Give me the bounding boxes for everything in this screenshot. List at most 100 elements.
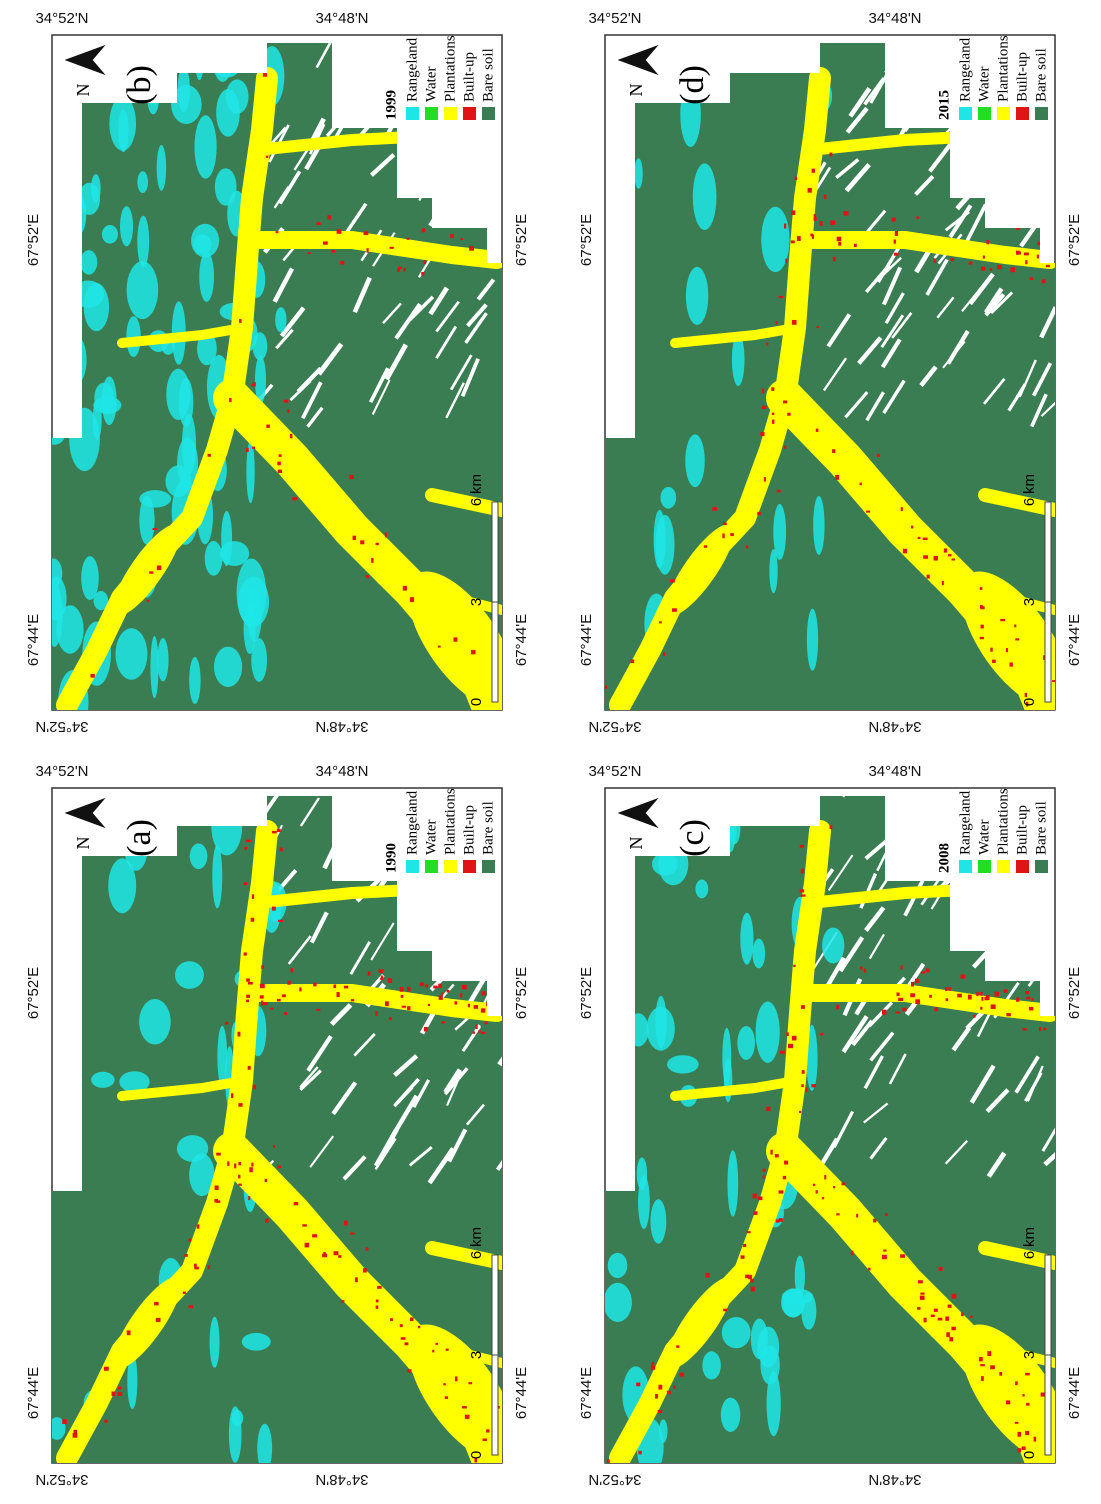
built-up-spot: [764, 477, 766, 481]
built-up-spot: [772, 413, 775, 415]
built-up-spot: [981, 997, 983, 1001]
built-up-spot: [279, 454, 282, 457]
built-up-spot: [402, 1006, 406, 1008]
built-up-spot: [820, 1033, 823, 1035]
rangeland-patch: [722, 1317, 751, 1348]
built-up-spot: [990, 1365, 995, 1369]
built-up-spot: [433, 986, 437, 989]
built-up-spot: [73, 1433, 78, 1438]
built-up-spot: [747, 1231, 751, 1233]
built-up-spot: [948, 1305, 952, 1308]
built-up-spot: [866, 511, 870, 513]
built-up-spot: [799, 1111, 801, 1113]
built-up-spot: [793, 965, 795, 967]
built-up-spot: [424, 1027, 428, 1032]
legend-label: Built-up: [461, 805, 477, 855]
built-up-spot: [238, 1162, 241, 1165]
panel-svg: 1990RangelandWaterPlantationsBuilt-upBar…: [2, 758, 542, 1498]
longitude-label: 67°44'E: [1066, 614, 1083, 666]
longitude-label: 67°52'E: [25, 214, 42, 266]
built-up-spot: [652, 1362, 655, 1366]
built-up-spot: [816, 326, 818, 328]
built-up-spot: [277, 462, 281, 466]
built-up-spot: [730, 533, 734, 536]
built-up-spot: [344, 1221, 348, 1226]
built-up-spot: [894, 253, 899, 256]
built-up-spot: [680, 1373, 684, 1377]
longitude-label: 67°44'E: [25, 1367, 42, 1419]
built-up-spot: [266, 156, 268, 158]
legend-swatch: [1035, 107, 1048, 120]
built-up-spot: [772, 420, 774, 424]
built-up-spot: [450, 234, 454, 238]
built-up-spot: [801, 868, 804, 873]
built-up-spot: [918, 1280, 923, 1283]
built-up-spot: [638, 1451, 641, 1455]
rangeland-patch: [178, 66, 190, 112]
built-up-spot: [366, 575, 369, 578]
built-up-spot: [506, 992, 509, 995]
built-up-spot: [945, 987, 948, 991]
built-up-spot: [502, 708, 506, 712]
built-up-spot: [868, 1268, 870, 1271]
built-up-spot: [902, 1008, 906, 1012]
legend-swatch: [463, 860, 476, 873]
built-up-spot: [800, 845, 804, 848]
built-up-spot: [410, 597, 414, 602]
built-up-spot: [278, 920, 283, 922]
built-up-spot: [376, 543, 379, 545]
snow-streak: [500, 939, 523, 969]
rangeland-patch: [127, 261, 159, 319]
built-up-spot: [323, 241, 328, 244]
built-up-spot: [468, 1004, 470, 1008]
built-up-spot: [244, 952, 247, 955]
legend-swatch: [1016, 107, 1029, 120]
latitude-label: 34°48'N: [868, 718, 921, 735]
legend-label: Rangeland: [404, 790, 420, 855]
panel-svg: 2015RangelandWaterPlantationsBuilt-upBar…: [555, 5, 1095, 745]
rangeland-patch: [767, 1371, 781, 1436]
panel-label: (d): [674, 65, 711, 105]
built-up-spot: [251, 1163, 253, 1167]
built-up-spot: [901, 507, 903, 511]
built-up-spot: [469, 246, 474, 251]
built-up-spot: [784, 1161, 788, 1165]
built-up-spot: [945, 1316, 949, 1320]
snow-streak: [938, 5, 961, 15]
built-up-spot: [302, 1224, 306, 1226]
built-up-spot: [441, 1021, 445, 1023]
legend-label: Water: [423, 67, 439, 102]
panel-svg: 1999RangelandWaterPlantationsBuilt-upBar…: [2, 5, 542, 745]
built-up-spot: [425, 984, 428, 987]
built-up-spot: [829, 153, 832, 157]
built-up-spot: [1026, 997, 1030, 1000]
built-up-spot: [327, 215, 331, 219]
built-up-spot: [407, 987, 411, 992]
built-up-spot: [934, 259, 936, 263]
rangeland-patch: [205, 541, 223, 576]
built-up-spot: [991, 1004, 996, 1009]
built-up-spot: [836, 1213, 839, 1215]
built-up-spot: [62, 1419, 67, 1424]
built-up-spot: [248, 982, 253, 985]
latitude-label: 34°48'N: [315, 10, 368, 27]
built-up-spot: [811, 1084, 816, 1087]
built-up-spot: [104, 1420, 107, 1423]
built-up-spot: [472, 1031, 475, 1033]
built-up-spot: [667, 1391, 671, 1395]
built-up-spot: [999, 1372, 1002, 1376]
legend-swatch: [978, 107, 991, 120]
built-up-spot: [929, 995, 932, 998]
rangeland-patch: [654, 510, 666, 569]
built-up-spot: [792, 320, 797, 325]
north-label: N: [73, 84, 93, 97]
legend-year: 2008: [936, 843, 952, 873]
built-up-spot: [1022, 1446, 1026, 1450]
built-up-spot: [344, 986, 348, 989]
built-up-spot: [292, 497, 297, 500]
built-up-spot: [960, 974, 965, 978]
rangeland-patch: [137, 216, 149, 268]
built-up-spot: [246, 995, 250, 998]
built-up-spot: [836, 1005, 839, 1010]
built-up-spot: [981, 1376, 984, 1381]
